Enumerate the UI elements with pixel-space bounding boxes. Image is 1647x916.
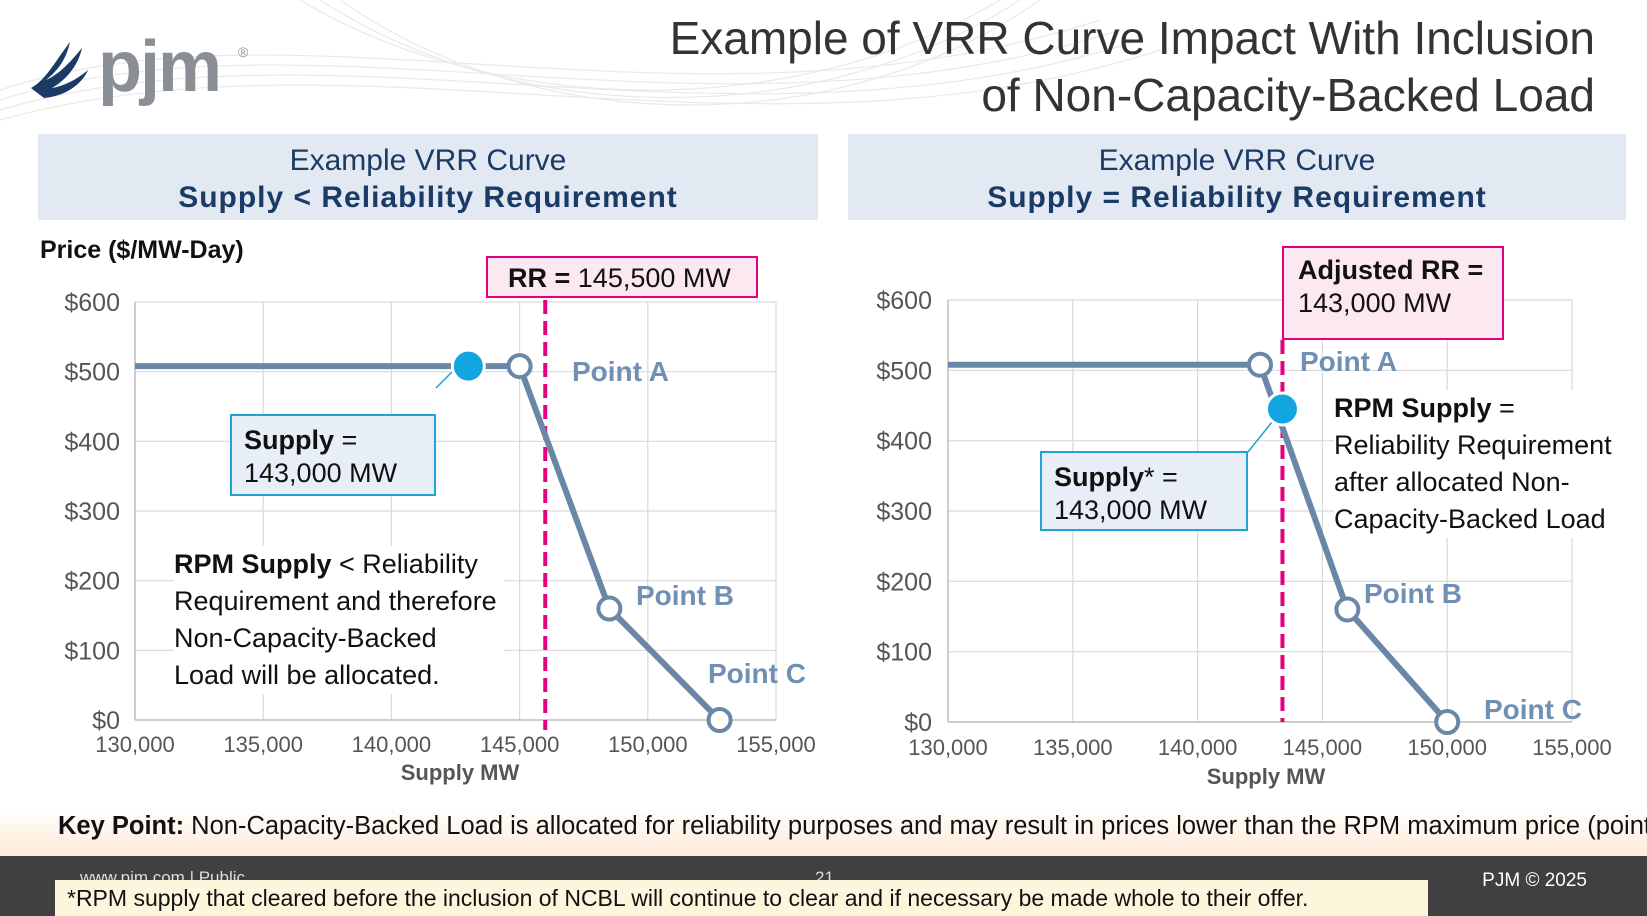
left-panel-header-line2: Supply < Reliability Requirement <box>178 181 678 214</box>
right-y-tick-label: $400 <box>876 428 932 456</box>
right-point-b-label: Point B <box>1364 578 1462 609</box>
left-point-c-label: Point C <box>708 658 806 689</box>
key-point-band <box>0 806 1647 856</box>
left-y-tick-label: $200 <box>64 568 120 596</box>
left-point-a-marker <box>506 353 533 380</box>
right-x-tick-label: 150,000 <box>1407 735 1487 760</box>
key-point-text: Non-Capacity-Backed Load is allocated fo… <box>184 812 1647 840</box>
key-point: Key Point: Non-Capacity-Backed Load is a… <box>58 812 1647 841</box>
right-supply-callout: Supply* = 143,000 MW <box>1040 451 1248 531</box>
left-point-b-marker <box>596 595 623 622</box>
right-x-tick-label: 155,000 <box>1532 735 1612 760</box>
right-rr-label-value: 143,000 MW <box>1298 288 1452 318</box>
right-supply-callout-bold: Supply <box>1054 462 1145 492</box>
right-note: RPM Supply = Reliability Requirement aft… <box>1334 390 1634 538</box>
slide-title-line2: of Non-Capacity-Backed Load <box>981 69 1595 121</box>
left-rr-label-bold: RR = <box>508 263 571 293</box>
left-y-tick-label: $0 <box>92 707 120 735</box>
right-y-tick-label: $0 <box>904 709 932 737</box>
right-x-tick-label: 140,000 <box>1158 735 1238 760</box>
left-point-a-label: Point A <box>572 356 669 387</box>
right-supply-callout-eq: * = <box>1144 462 1178 492</box>
left-panel-header-line1: Example VRR Curve <box>289 144 567 177</box>
left-x-tick-label: 130,000 <box>95 732 175 757</box>
left-y-tick-label: $400 <box>64 428 120 456</box>
left-y-tick-label: $100 <box>64 637 120 665</box>
left-y-tick-label: $300 <box>64 498 120 526</box>
left-x-tick-label: 140,000 <box>352 732 432 757</box>
right-point-c-marker <box>1434 709 1461 735</box>
right-x-tick-label: 135,000 <box>1033 735 1113 760</box>
left-supply-marker <box>450 348 486 384</box>
right-vrr-curve <box>948 361 1450 724</box>
slide-title-line1: Example of VRR Curve Impact With Inclusi… <box>669 12 1595 64</box>
left-supply-callout: Supply = 143,000 MW <box>230 414 436 496</box>
pjm-flame-icon <box>31 42 88 98</box>
right-panel-header-line2: Supply = Reliability Requirement <box>987 181 1487 214</box>
footnote: *RPM supply that cleared before the incl… <box>55 880 1428 916</box>
logo-wordmark: pjm <box>98 27 222 107</box>
right-y-tick-label: $500 <box>876 357 932 385</box>
header-swoosh-background <box>0 0 1161 121</box>
right-y-tick-label: $300 <box>876 498 932 526</box>
key-point-bold: Key Point: <box>58 812 185 840</box>
left-supply-callout-eq: = <box>334 425 358 455</box>
left-y-tick-label: $500 <box>64 359 120 387</box>
left-note: RPM Supply < Reliability Requirement and… <box>174 546 504 694</box>
left-x-axis-title: Supply MW <box>401 760 520 785</box>
left-x-tick-label: 145,000 <box>480 732 560 757</box>
right-supply-callout-value: 143,000 MW <box>1054 495 1208 525</box>
left-supply-callout-value: 143,000 MW <box>244 458 398 488</box>
left-note-text: < Reliability Requirement and therefore … <box>174 549 497 690</box>
left-note-bold: RPM Supply <box>174 549 332 579</box>
right-y-tick-label: $100 <box>876 639 932 667</box>
right-supply-marker <box>1264 391 1300 427</box>
right-point-a-label: Point A <box>1300 346 1397 377</box>
right-point-b-marker <box>1334 596 1361 623</box>
y-axis-title: Price ($/MW-Day) <box>40 236 244 264</box>
left-x-tick-label: 150,000 <box>608 732 688 757</box>
left-point-b-label: Point B <box>636 580 734 611</box>
footer-copyright: PJM © 2025 <box>1482 870 1587 891</box>
left-panel-header: Example VRR Curve Supply < Reliability R… <box>38 134 818 220</box>
right-point-a-marker <box>1247 351 1273 378</box>
right-y-tick-label: $200 <box>876 568 932 596</box>
left-point-c-marker <box>706 707 733 733</box>
logo-registered-mark: ® <box>238 44 249 60</box>
right-y-tick-label: $600 <box>876 287 932 315</box>
left-rr-label: RR = 145,500 MW <box>486 256 758 298</box>
left-rr-label-value: 145,500 MW <box>570 263 731 293</box>
right-rr-label: Adjusted RR = 143,000 MW <box>1282 246 1504 340</box>
right-note-bold: RPM Supply <box>1334 393 1492 423</box>
right-panel-header: Example VRR Curve Supply = Reliability R… <box>848 134 1626 220</box>
left-y-tick-label: $600 <box>64 289 120 317</box>
left-supply-callout-bold: Supply <box>244 425 335 455</box>
right-note-text: = Reliability Requirement after allocate… <box>1334 393 1612 534</box>
right-point-c-label: Point C <box>1484 694 1582 725</box>
right-panel-header-line1: Example VRR Curve <box>1098 144 1376 177</box>
right-rr-label-bold: Adjusted RR = <box>1298 255 1484 285</box>
left-vrr-curve <box>135 363 722 723</box>
right-x-tick-label: 145,000 <box>1283 735 1363 760</box>
pjm-logo: pjm ® <box>26 27 249 114</box>
slide-title: Example of VRR Curve Impact With Inclusi… <box>595 10 1595 124</box>
left-callout-connector <box>435 369 455 389</box>
right-x-axis-title: Supply MW <box>1207 764 1326 789</box>
right-x-tick-label: 130,000 <box>908 735 988 760</box>
left-x-tick-label: 135,000 <box>223 732 303 757</box>
left-x-tick-label: 155,000 <box>736 732 816 757</box>
